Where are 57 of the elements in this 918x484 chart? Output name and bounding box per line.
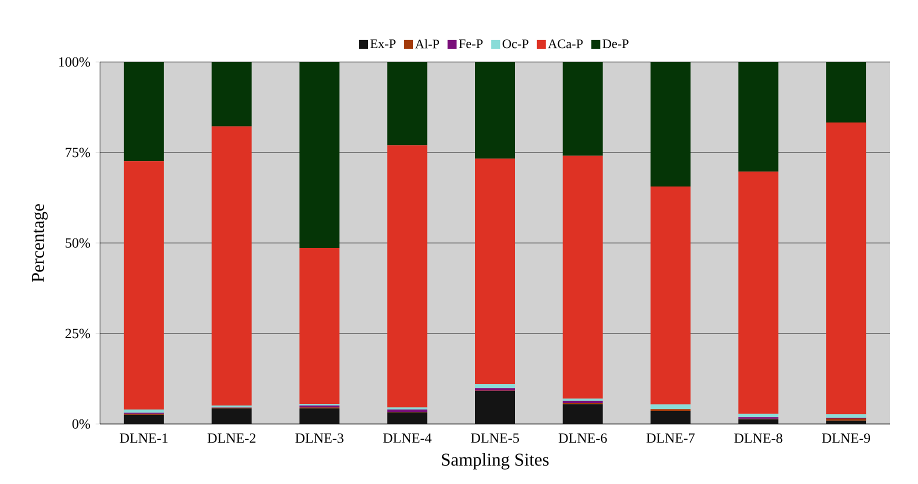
bar	[826, 420, 866, 424]
x-tick-label: DLNE-1	[120, 433, 168, 443]
bar	[475, 388, 516, 391]
bar	[826, 414, 866, 418]
x-tick-label: DLNE-5	[470, 433, 519, 443]
x-axis-title: Sampling Sites	[442, 453, 549, 470]
bar	[124, 161, 164, 410]
bar	[124, 414, 164, 424]
bar	[387, 410, 428, 412]
bar	[738, 172, 778, 414]
bar	[299, 408, 340, 424]
x-tick-label: DLNE-6	[558, 433, 607, 443]
bar	[562, 156, 603, 399]
bar	[738, 419, 778, 424]
x-tick-label: DLNE-4	[383, 433, 432, 443]
legend-label: Al-P	[415, 39, 440, 48]
bar	[124, 62, 164, 162]
bar	[475, 391, 516, 424]
y-tick-label: 75%	[66, 148, 90, 158]
y-tick-label: 100%	[59, 57, 90, 67]
bar	[738, 62, 778, 172]
bar	[387, 62, 428, 146]
legend-label: ACa-P	[548, 39, 583, 48]
bar	[826, 62, 866, 122]
x-tick-label: DLNE-9	[822, 433, 870, 443]
bar	[650, 404, 691, 410]
x-tick-label: DLNE-7	[646, 433, 695, 443]
x-tick-label: DLNE-2	[208, 433, 256, 443]
x-tick-label: DLNE-3	[295, 433, 344, 443]
bar	[562, 62, 603, 156]
y-tick-label: 0%	[72, 419, 90, 429]
bar	[562, 404, 603, 424]
bar	[387, 412, 428, 424]
bar	[124, 410, 164, 413]
y-axis-title: Percentage	[32, 204, 48, 282]
legend-label: De-P	[602, 40, 628, 48]
bar	[475, 384, 516, 388]
x-tick-label: DLNE-8	[734, 433, 782, 443]
legend-label: Fe-P	[458, 40, 483, 48]
bar	[475, 158, 516, 384]
legend-label: Ex-P	[370, 40, 396, 48]
bar	[826, 122, 866, 414]
bar	[387, 145, 428, 408]
legend-label: Oc-P	[502, 39, 528, 48]
bar	[650, 62, 691, 187]
bar	[212, 126, 252, 406]
bar	[387, 407, 428, 410]
y-tick-label: 25%	[65, 328, 90, 338]
bar	[212, 408, 252, 424]
bar	[738, 414, 778, 418]
bar	[475, 62, 516, 159]
bar	[650, 410, 691, 424]
bar	[299, 248, 340, 404]
bar	[299, 62, 340, 248]
bar	[650, 186, 691, 404]
y-tick-label: 50%	[66, 238, 90, 248]
bar	[212, 62, 252, 126]
